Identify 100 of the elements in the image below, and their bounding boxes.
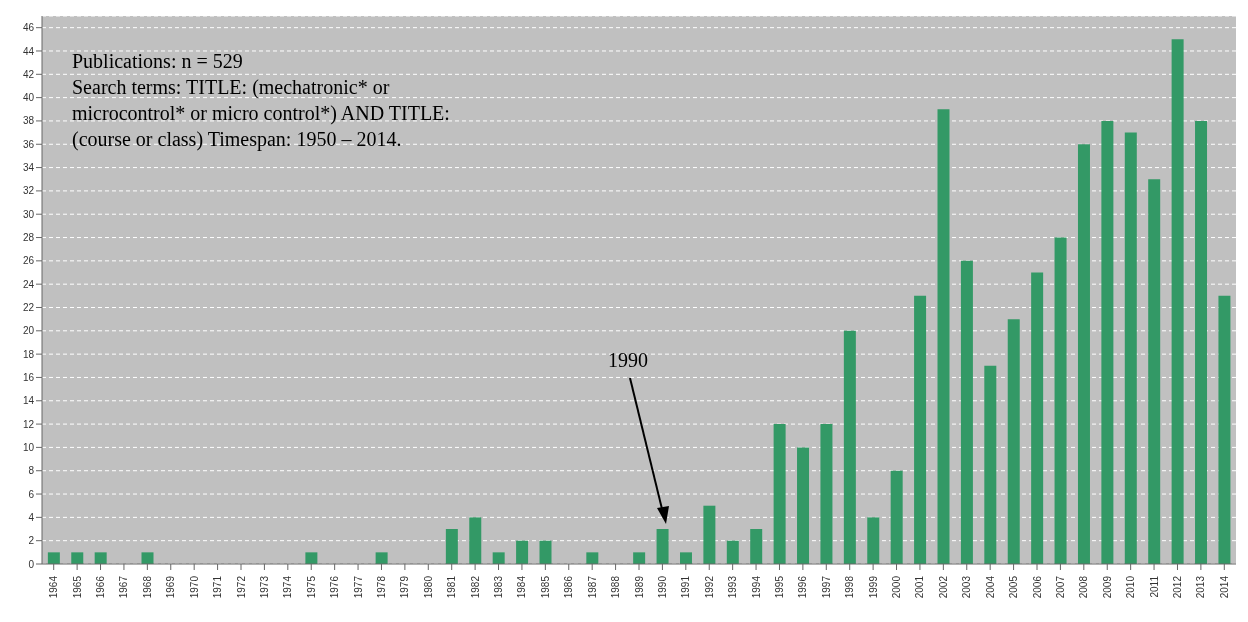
x-tick-label: 1965 <box>71 575 83 599</box>
x-tick-label: 2003 <box>961 575 973 599</box>
x-tick-label: 1991 <box>680 575 692 599</box>
x-tick-label: 2010 <box>1125 575 1137 599</box>
x-tick-label: 1999 <box>867 575 879 599</box>
x-tick-label: 1998 <box>844 575 856 599</box>
x-tick-label: 2005 <box>1008 575 1020 599</box>
x-tick-label: 1993 <box>727 575 739 599</box>
y-tick-label: 26 <box>22 255 35 267</box>
bar <box>1171 39 1184 564</box>
y-tick-label: 30 <box>22 208 35 220</box>
bar <box>843 330 856 564</box>
bar <box>71 552 84 564</box>
x-tick-label: 1996 <box>797 575 809 599</box>
x-tick-label: 1986 <box>563 575 575 599</box>
bar <box>539 540 552 564</box>
x-tick-label: 1992 <box>703 575 715 599</box>
bar <box>656 529 669 564</box>
y-tick-label: 22 <box>22 302 35 314</box>
bar <box>750 529 763 564</box>
x-tick-label: 1967 <box>118 575 130 599</box>
x-tick-label: 1981 <box>446 575 458 599</box>
bar <box>445 529 458 564</box>
y-tick-label: 16 <box>22 372 35 383</box>
x-tick-label: 2007 <box>1054 575 1066 599</box>
x-tick-label: 1988 <box>610 575 622 599</box>
y-tick-label: 6 <box>28 488 35 500</box>
bar <box>586 552 599 564</box>
y-tick-label: 10 <box>22 441 35 453</box>
bar <box>1148 179 1161 564</box>
y-tick-label: 40 <box>22 92 35 104</box>
x-tick-label: 2000 <box>891 575 903 599</box>
x-tick-label: 2002 <box>937 575 949 599</box>
y-tick-label: 44 <box>22 45 35 57</box>
y-tick-label: 38 <box>22 115 35 127</box>
bar <box>1195 120 1208 564</box>
bar <box>47 552 60 564</box>
x-tick-label: 1973 <box>258 575 270 599</box>
x-tick-label: 1970 <box>188 575 200 599</box>
x-tick-label: 1994 <box>750 575 762 599</box>
y-tick-label: 24 <box>22 278 35 290</box>
y-tick-label: 28 <box>22 232 35 244</box>
x-tick-label: 1966 <box>95 575 107 599</box>
bar <box>867 517 880 564</box>
x-tick-label: 2013 <box>1195 575 1207 599</box>
bar <box>937 109 950 564</box>
bar <box>1007 319 1020 564</box>
bar <box>703 505 716 564</box>
x-tick-label: 1968 <box>141 575 153 599</box>
annotation: Publications: n = 529 Search terms: TITLE: (mechatronic* or microcontrol* or micro control*) AND TITLE: (course or class) Timespan: 1950 – 2014. <box>72 49 450 152</box>
bar <box>141 552 154 564</box>
bar <box>773 424 786 564</box>
x-tick-label: 2012 <box>1171 575 1183 599</box>
bar <box>305 552 318 564</box>
x-tick-label: 1969 <box>165 575 177 599</box>
bar <box>469 517 482 564</box>
x-tick-label: 1979 <box>399 575 411 599</box>
bar <box>984 365 997 564</box>
x-tick-label: 1964 <box>48 575 60 599</box>
bar <box>1031 272 1044 564</box>
x-tick-label: 1987 <box>586 575 598 599</box>
bar <box>1101 120 1114 564</box>
x-tick-label: 2004 <box>984 575 996 599</box>
y-tick-label: 14 <box>22 395 35 407</box>
x-tick-label: 1977 <box>352 575 364 599</box>
x-tick-label: 2009 <box>1101 575 1113 599</box>
bar <box>914 295 927 564</box>
bar <box>726 540 739 564</box>
x-tick-label: 2008 <box>1078 575 1090 599</box>
x-tick-label: 2011 <box>1148 575 1160 598</box>
bar <box>1124 132 1137 564</box>
bar <box>960 260 973 564</box>
x-tick-label: 1971 <box>212 575 224 599</box>
y-tick-label: 36 <box>22 138 35 150</box>
x-tick-label: 1984 <box>516 575 528 599</box>
y-tick-label: 46 <box>22 22 35 34</box>
bar <box>820 424 833 564</box>
bar <box>375 552 388 564</box>
y-tick-label: 12 <box>22 418 35 430</box>
x-tick-label: 2001 <box>914 575 926 599</box>
y-tick-label: 0 <box>28 558 35 570</box>
x-tick-label: 1989 <box>633 575 645 599</box>
x-tick-label: 1980 <box>422 575 434 599</box>
y-tick-label: 20 <box>22 325 35 337</box>
bar <box>633 552 646 564</box>
bar <box>797 447 810 564</box>
x-tick-label: 1975 <box>305 575 317 599</box>
x-tick-label: 1972 <box>235 575 247 599</box>
x-tick-label: 1990 <box>656 575 668 599</box>
bar <box>679 552 692 564</box>
x-tick-label: 2014 <box>1218 575 1230 599</box>
bar <box>492 552 505 564</box>
x-tick-label: 1985 <box>539 575 551 599</box>
x-tick-label: 2006 <box>1031 575 1043 599</box>
x-tick-label: 1982 <box>469 575 481 599</box>
bar <box>890 470 903 564</box>
x-tick-label: 1978 <box>375 575 387 599</box>
y-tick-label: 32 <box>22 185 35 197</box>
x-tick-label: 1983 <box>493 575 505 599</box>
bar <box>1054 237 1067 564</box>
